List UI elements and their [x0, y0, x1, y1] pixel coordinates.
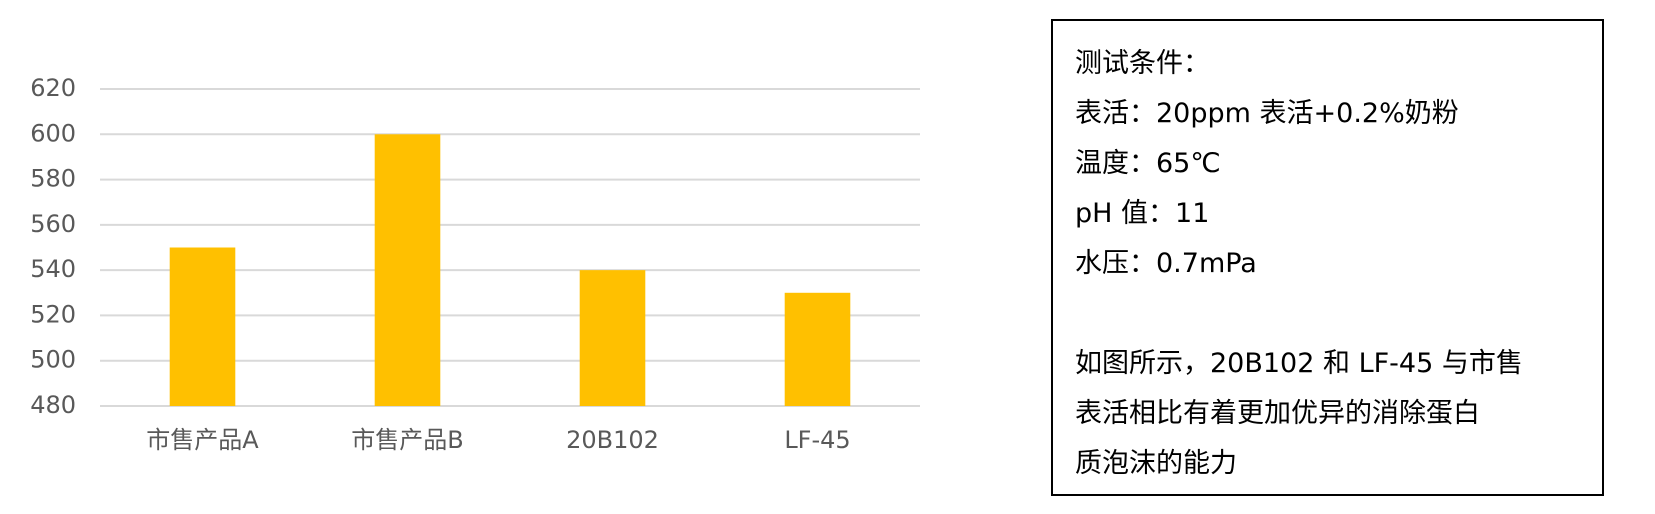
note-box: 测试条件： 表活：20ppm 表活+0.2%奶粉 温度：65℃ pH 值：11 … [1051, 19, 1604, 496]
bar [169, 247, 236, 406]
y-tick-label: 600 [30, 119, 76, 147]
y-tick-label: 540 [30, 255, 76, 283]
bar [374, 134, 441, 407]
note-line: 温度：65℃ [1075, 148, 1221, 179]
spacer [1075, 289, 1580, 339]
x-tick-label: 20B102 [566, 426, 659, 454]
y-tick-label: 480 [30, 391, 76, 419]
note-line: 表活：20ppm 表活+0.2%奶粉 [1075, 98, 1459, 129]
note-conclusion: 表活相比有着更加优异的消除蛋白 [1075, 398, 1480, 429]
bar [784, 292, 851, 406]
note-line: 测试条件： [1075, 48, 1210, 79]
chart: 480 500 520 540 560 580 600 620 市售产品A 市售产品B 20B102… [30, 74, 920, 454]
y-tick-label: 560 [30, 210, 76, 238]
note-conclusion: 质泡沫的能力 [1075, 448, 1237, 479]
y-tick-label: 620 [30, 74, 76, 102]
note-conclusion: 如图所示，20B102 和 LF-45 与市售 [1075, 348, 1523, 379]
note-line: pH 值：11 [1075, 198, 1210, 229]
x-tick-label: LF-45 [784, 426, 850, 454]
bar [579, 270, 646, 406]
note-line: 水压：0.7mPa [1075, 248, 1257, 279]
y-tick-label: 520 [30, 300, 76, 328]
y-tick-label: 580 [30, 165, 76, 193]
y-tick-label: 500 [30, 346, 76, 374]
x-tick-label: 市售产品B [351, 426, 463, 454]
x-tick-label: 市售产品A [146, 426, 259, 454]
